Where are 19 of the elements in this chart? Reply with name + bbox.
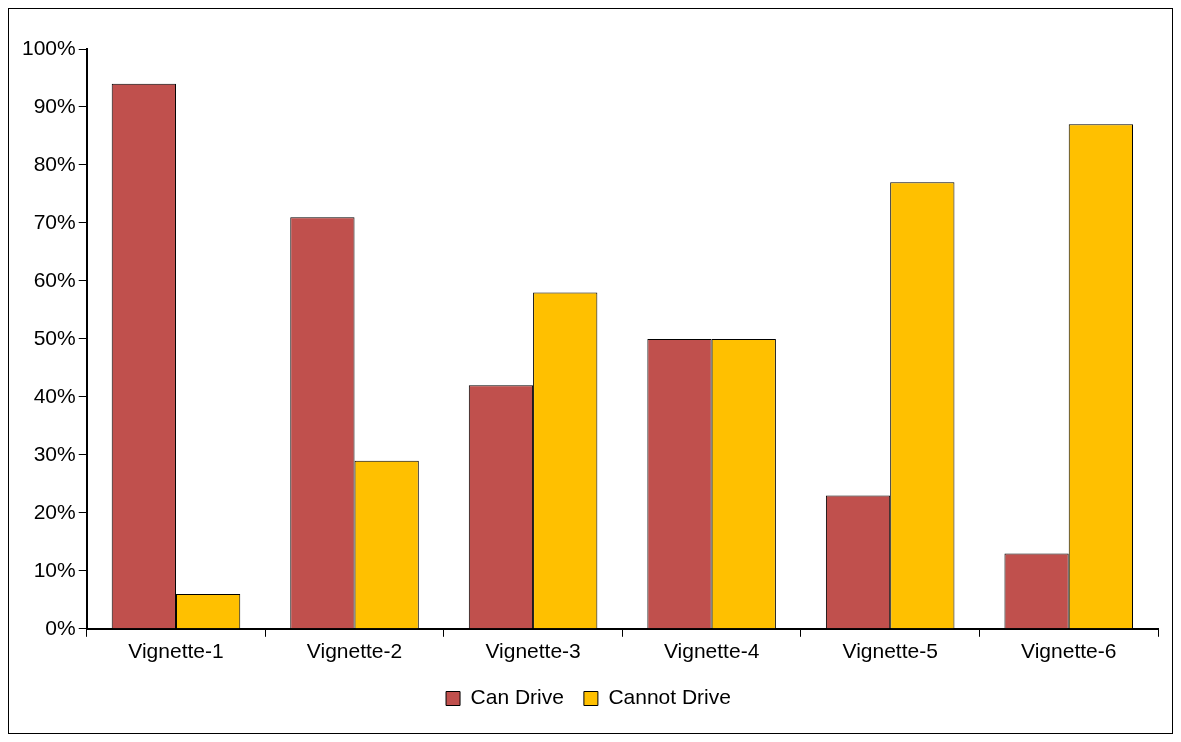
y-tick-label: 40%: [33, 383, 76, 407]
y-tick-label: 20%: [33, 499, 76, 523]
y-tick-label: 70%: [33, 209, 76, 233]
legend-label: Cannot Drive: [608, 685, 731, 709]
y-tick-label: 30%: [33, 441, 76, 465]
x-tick-label: Vignette-4: [663, 639, 760, 663]
y-tick-label: 100%: [21, 35, 76, 59]
x-tick-label: Vignette-2: [306, 639, 403, 663]
y-tick-label: 60%: [33, 267, 76, 291]
y-tick-label: 0%: [45, 615, 76, 639]
x-tick-label: Vignette-5: [842, 639, 938, 663]
y-tick-label: 90%: [33, 93, 76, 117]
y-tick-label: 80%: [33, 151, 76, 175]
x-tick-label: Vignette-1: [128, 639, 224, 663]
x-tick-label: Vignette-6: [1021, 639, 1117, 663]
y-tick-label: 10%: [33, 557, 76, 581]
y-tick-label: 50%: [33, 325, 76, 349]
x-tick-label: Vignette-3: [485, 639, 581, 663]
legend-label: Can Drive: [470, 685, 564, 709]
